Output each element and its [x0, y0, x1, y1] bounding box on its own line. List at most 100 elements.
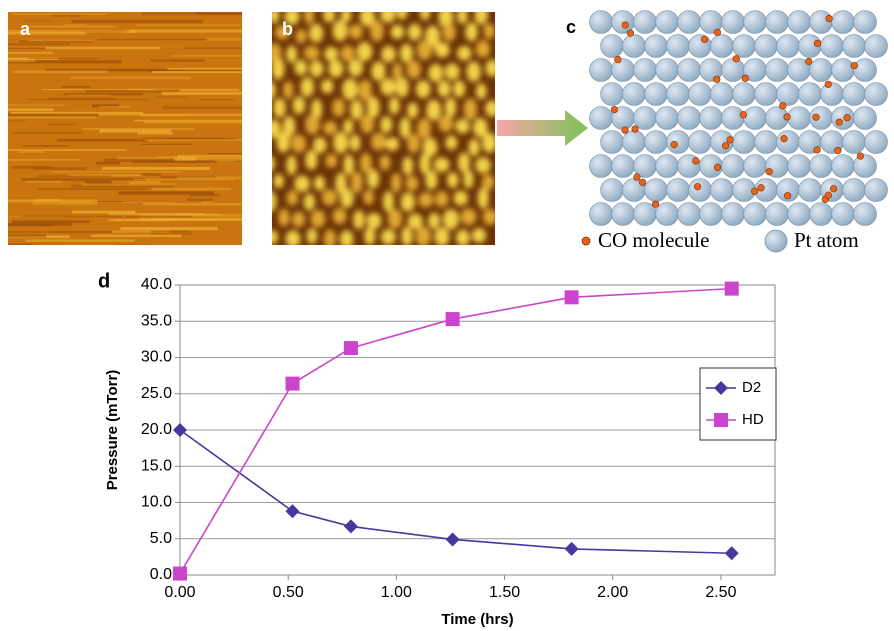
x-tick-label: 2.00 — [597, 584, 628, 601]
legend-label: D2 — [742, 379, 761, 396]
pt-atom — [722, 203, 745, 226]
pt-atom — [645, 83, 668, 106]
blob — [380, 6, 395, 23]
pt-atom — [755, 131, 778, 154]
blob — [341, 8, 352, 22]
pt-atom — [788, 203, 811, 226]
co-molecule — [781, 135, 788, 142]
streak — [0, 149, 126, 151]
co-molecule — [844, 114, 851, 121]
pt-atom — [667, 35, 690, 58]
blob — [391, 173, 401, 193]
blob — [383, 191, 394, 212]
pt-atom — [722, 155, 745, 178]
co-molecule — [615, 56, 622, 63]
pt-atom — [601, 131, 624, 154]
streak — [0, 121, 26, 122]
streak — [0, 52, 53, 54]
blob — [309, 24, 323, 43]
streak — [200, 99, 234, 100]
blob — [349, 24, 363, 39]
blob — [357, 42, 373, 61]
blob — [277, 132, 290, 153]
streak — [96, 162, 120, 165]
blob — [286, 45, 297, 63]
streak — [38, 188, 148, 190]
pt-atom — [832, 11, 855, 34]
pt-atom — [656, 107, 679, 130]
blob — [397, 5, 408, 19]
blob — [333, 20, 348, 41]
blob — [457, 46, 471, 61]
blob — [482, 133, 497, 153]
pt-atom — [832, 155, 855, 178]
marker — [173, 423, 187, 437]
blob — [420, 153, 430, 174]
pt-atom — [623, 131, 646, 154]
streak — [0, 114, 98, 117]
series-line — [180, 289, 732, 574]
streak — [141, 144, 193, 145]
pt-atom — [843, 131, 866, 154]
blob — [341, 45, 355, 61]
blob — [434, 157, 450, 172]
streak — [0, 32, 87, 34]
blob — [360, 153, 372, 173]
pt-atom — [689, 179, 712, 202]
pt-atom — [810, 59, 833, 82]
blob — [333, 208, 347, 224]
legend-label: CO molecule — [598, 228, 709, 252]
blob — [328, 60, 343, 77]
co-molecule — [727, 137, 734, 144]
co-molecule — [857, 153, 864, 160]
x-tick-label: 1.50 — [489, 584, 520, 601]
blob — [380, 116, 392, 133]
y-axis-label: Pressure (mTorr) — [104, 370, 121, 491]
pt-atom — [678, 11, 701, 34]
co-molecule — [622, 22, 629, 29]
blob — [266, 230, 278, 244]
page: a b c d CO molecule Pt atom 0.05.010.015… — [0, 0, 894, 631]
blob — [304, 6, 314, 24]
pt-atom — [656, 11, 679, 34]
streak — [208, 153, 251, 154]
blob — [438, 115, 453, 132]
co-molecule — [693, 158, 700, 165]
legend-symbol — [582, 237, 590, 245]
co-molecule — [714, 164, 721, 171]
blob — [263, 156, 274, 172]
panel-label: d — [98, 270, 110, 292]
pt-atom — [689, 131, 712, 154]
streak — [156, 97, 187, 98]
co-molecule — [722, 142, 729, 149]
blob — [475, 157, 490, 174]
streak — [138, 132, 173, 134]
blob — [314, 176, 325, 191]
y-tick-label: 40.0 — [141, 276, 172, 293]
x-tick-label: 1.00 — [381, 584, 412, 601]
blob — [333, 132, 348, 154]
y-tick-label: 25.0 — [141, 385, 172, 402]
blob — [344, 154, 355, 175]
pt-atom — [634, 59, 657, 82]
pt-atom — [678, 203, 701, 226]
blob — [381, 46, 395, 63]
co-molecule — [835, 147, 842, 154]
pt-atom — [832, 107, 855, 130]
pt-atom — [865, 131, 888, 154]
blob — [434, 227, 449, 246]
blob — [428, 64, 443, 82]
blob — [304, 46, 320, 60]
blob — [371, 133, 386, 151]
blob — [406, 176, 419, 191]
x-tick-label: 2.50 — [705, 584, 736, 601]
blob — [381, 229, 396, 245]
pt-atom — [799, 179, 822, 202]
blob — [353, 210, 364, 230]
streak — [112, 181, 161, 184]
blob — [305, 114, 320, 135]
blob — [485, 100, 499, 117]
streak — [71, 20, 202, 23]
blob — [287, 190, 298, 206]
blob — [371, 62, 385, 81]
